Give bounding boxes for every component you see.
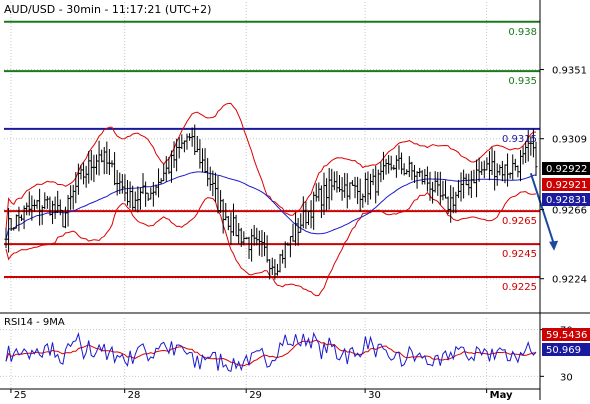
level-label: 0.938 [508, 27, 537, 38]
price-tick-label: 0.9309 [552, 135, 587, 146]
price-tick-label: 0.9224 [552, 275, 587, 286]
price-box-current [542, 162, 590, 175]
rsi-ma-box [542, 328, 590, 341]
price-box-label: 0.92831 [546, 195, 587, 206]
rsi-panel-label: RSI14 - 9MA [4, 317, 65, 328]
time-tick-label: 30 [368, 390, 381, 400]
price-tick-label: 0.9266 [552, 206, 587, 217]
moving-average-line [5, 171, 537, 240]
price-box-ma [542, 178, 590, 191]
rsi-value-box [542, 343, 590, 356]
chart-title: AUD/USD - 30min - 11:17:21 (UTC+2) [4, 3, 211, 16]
price-box-label: 0.92921 [546, 180, 587, 191]
level-label: 0.9315 [502, 134, 537, 145]
price-box-label: 0.92922 [546, 164, 587, 175]
rsi-tick-label: 30 [560, 372, 573, 383]
time-tick-label: 28 [128, 390, 141, 400]
bollinger-lower-band [5, 191, 537, 297]
forecast-arrow-shaft [529, 172, 556, 246]
level-label: 0.9225 [502, 282, 537, 293]
level-label: 0.9245 [502, 249, 537, 260]
forecast-arrow-head [549, 240, 559, 251]
rsi-value-box-label: 50.969 [546, 345, 581, 356]
time-tick-label: May [490, 390, 513, 400]
price-box-bb [542, 193, 590, 206]
rsi-ma-box-label: 59.5436 [546, 330, 587, 341]
level-label: 0.935 [508, 76, 537, 87]
time-tick-label: 29 [249, 390, 262, 400]
level-label: 0.9265 [502, 216, 537, 227]
price-bar [534, 141, 538, 177]
time-tick-label: 25 [14, 390, 27, 400]
rsi-line [5, 331, 537, 372]
bollinger-upper-band [5, 103, 536, 230]
price-tick-label: 0.9351 [552, 66, 587, 77]
